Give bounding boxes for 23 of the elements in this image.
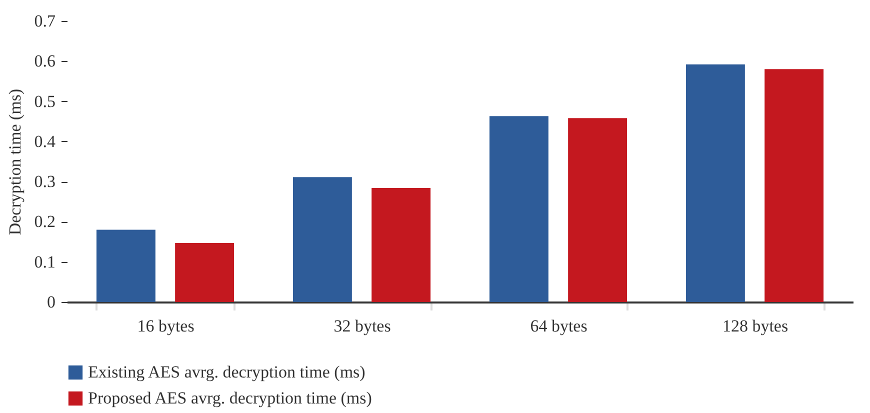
y-tick-label: 0.2 (34, 212, 56, 232)
y-tick-label: 0.6 (34, 52, 56, 71)
x-tick-label: 128 bytes (722, 316, 788, 336)
bar (175, 242, 234, 302)
y-axis-title: Decryption time (ms) (5, 88, 24, 236)
x-tick-label: 32 bytes (334, 316, 391, 336)
bar (489, 116, 548, 302)
bar (372, 188, 431, 302)
y-tick-label: 0.3 (34, 172, 56, 192)
bar (764, 69, 824, 302)
x-tick-label: 16 bytes (137, 316, 194, 336)
bar (568, 118, 628, 302)
legend-label: Proposed AES avrg. decryption time (ms) (88, 388, 372, 408)
bar (292, 177, 352, 302)
bar (96, 230, 156, 302)
bar (686, 64, 745, 302)
legend-label: Existing AES avrg. decryption time (ms) (88, 362, 366, 382)
y-tick-label: 0.1 (34, 252, 56, 272)
y-tick-label: 0 (47, 292, 56, 312)
y-tick-label: 0.4 (34, 132, 56, 151)
x-tick-label: 64 bytes (530, 316, 588, 336)
y-tick-label: 0.7 (34, 12, 56, 30)
y-tick-label: 0.5 (34, 92, 56, 111)
